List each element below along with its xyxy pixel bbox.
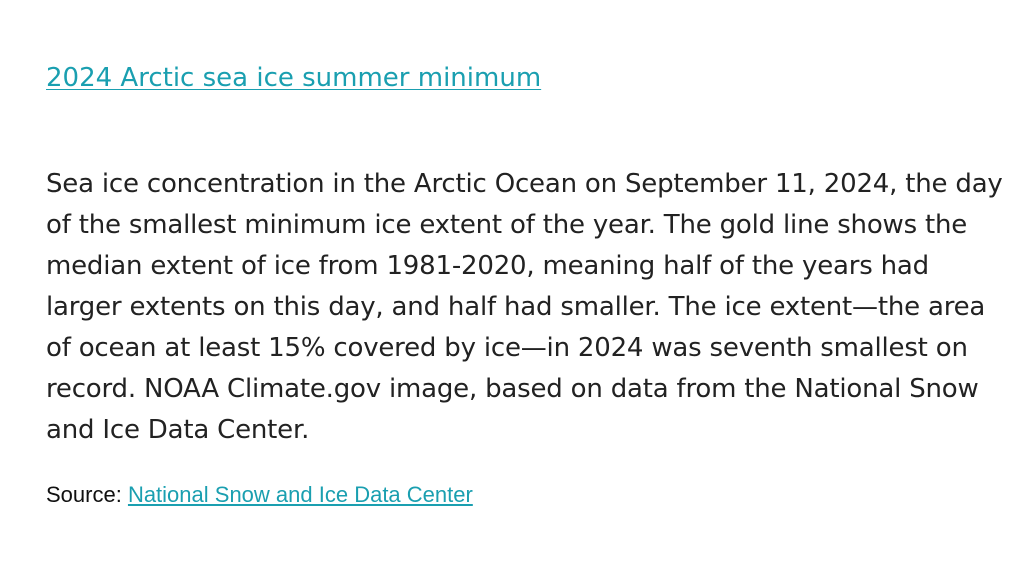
slide-content: 2024 Arctic sea ice summer minimum Sea i…	[46, 0, 1008, 576]
source-link[interactable]: National Snow and Ice Data Center	[127, 482, 473, 507]
source-line: Source: National Snow and Ice Data Cente…	[46, 480, 473, 510]
description-paragraph: Sea ice concentration in the Arctic Ocea…	[46, 169, 1003, 445]
title-link[interactable]: 2024 Arctic sea ice summer minimum	[46, 63, 542, 93]
source-label: Source:	[46, 482, 128, 507]
